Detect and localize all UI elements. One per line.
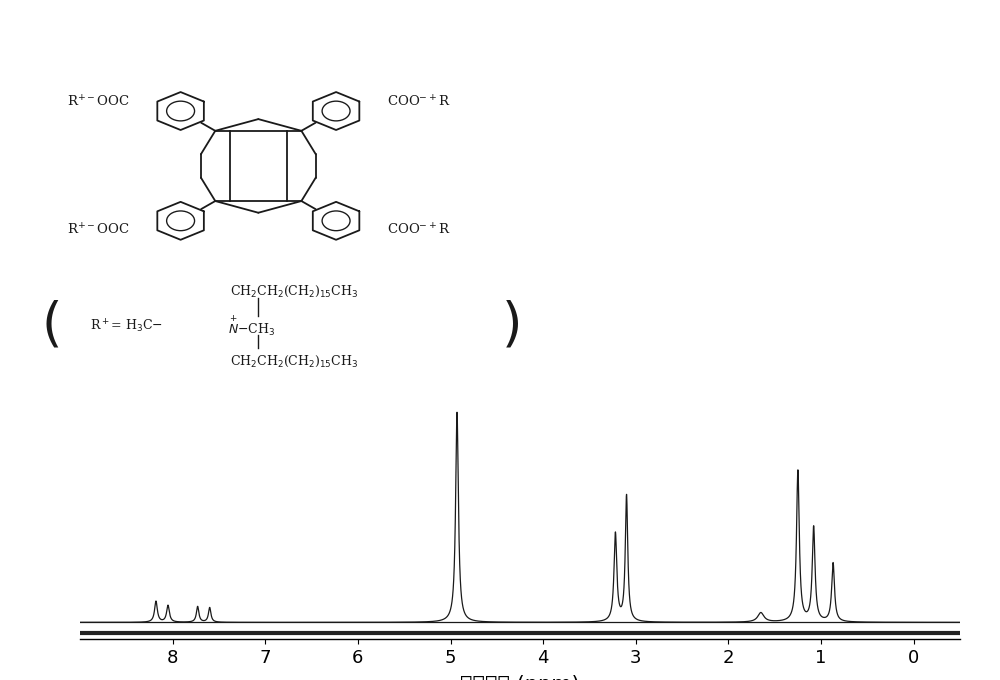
Text: $\mathregular{R^{+-}}$OOC: $\mathregular{R^{+-}}$OOC	[67, 222, 130, 237]
Text: R$^+$= H$_3$C$-$: R$^+$= H$_3$C$-$	[90, 318, 163, 335]
Text: COO$^{-+}$R: COO$^{-+}$R	[387, 222, 451, 237]
Text: CH$_2$CH$_2$(CH$_2$)$_{15}$CH$_3$: CH$_2$CH$_2$(CH$_2$)$_{15}$CH$_3$	[230, 354, 358, 369]
Text: $\mathregular{R^{+-}}$OOC: $\mathregular{R^{+-}}$OOC	[67, 95, 130, 109]
X-axis label: 化学位移 (ppm): 化学位移 (ppm)	[460, 675, 580, 680]
Text: $)$: $)$	[501, 301, 519, 352]
Text: $($: $($	[41, 301, 59, 352]
Text: $\overset{+}{N}$$-$CH$_3$: $\overset{+}{N}$$-$CH$_3$	[228, 314, 275, 339]
Text: COO$^{-+}$R: COO$^{-+}$R	[387, 95, 451, 109]
Text: CH$_2$CH$_2$(CH$_2$)$_{15}$CH$_3$: CH$_2$CH$_2$(CH$_2$)$_{15}$CH$_3$	[230, 284, 358, 299]
